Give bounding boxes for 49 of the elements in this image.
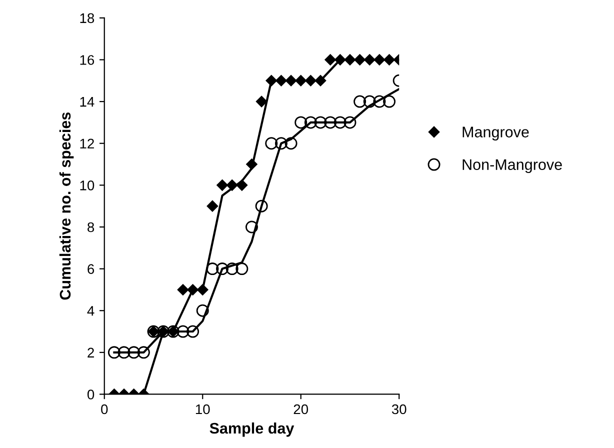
point: [256, 96, 268, 108]
point: [265, 137, 278, 150]
point: [177, 284, 189, 296]
y-tick-label: 18: [80, 13, 94, 24]
point: [245, 220, 258, 234]
y-tick-label: 10: [80, 180, 94, 190]
point: [108, 346, 120, 359]
point: [383, 95, 396, 108]
legend-label: Non-Mangrove: [462, 159, 562, 174]
point: [186, 325, 200, 338]
point: [324, 54, 336, 66]
point: [206, 200, 218, 212]
point: [196, 304, 209, 317]
x-axis-title: Sample day: [210, 422, 294, 437]
y-axis-title: Cumulative no. of species: [59, 112, 74, 300]
y-tick-label: 6: [88, 264, 94, 274]
point: [216, 262, 229, 276]
point: [236, 262, 248, 276]
point: [344, 116, 356, 129]
y-tick-label: 8: [88, 222, 94, 232]
point: [274, 137, 288, 150]
point: [216, 180, 228, 191]
point: [137, 346, 150, 359]
point: [373, 95, 386, 108]
point: [314, 116, 327, 129]
point: [226, 262, 238, 276]
point: [354, 95, 366, 108]
y-tick-label: 4: [87, 306, 94, 316]
point: [363, 95, 376, 108]
point: [304, 116, 317, 129]
point: [284, 137, 298, 150]
x-tick-label: 10: [196, 404, 210, 414]
y-tick-label: 0: [87, 390, 94, 400]
y-tick-label: 14: [80, 97, 94, 107]
y-tick-label: 2: [88, 348, 94, 358]
x-tick-label: 30: [392, 404, 406, 414]
point: [128, 346, 140, 359]
point: [294, 116, 308, 129]
legend-label: Mangrove: [462, 126, 529, 140]
y-tick-label: 16: [80, 55, 94, 65]
y-tick-label: 12: [80, 138, 94, 148]
point: [255, 200, 268, 212]
point: [118, 346, 130, 359]
point: [176, 325, 190, 338]
point: [334, 116, 346, 129]
point: [324, 116, 337, 129]
x-tick-label: 0: [101, 404, 108, 414]
x-tick-label: 20: [294, 404, 308, 414]
point: [206, 262, 219, 276]
